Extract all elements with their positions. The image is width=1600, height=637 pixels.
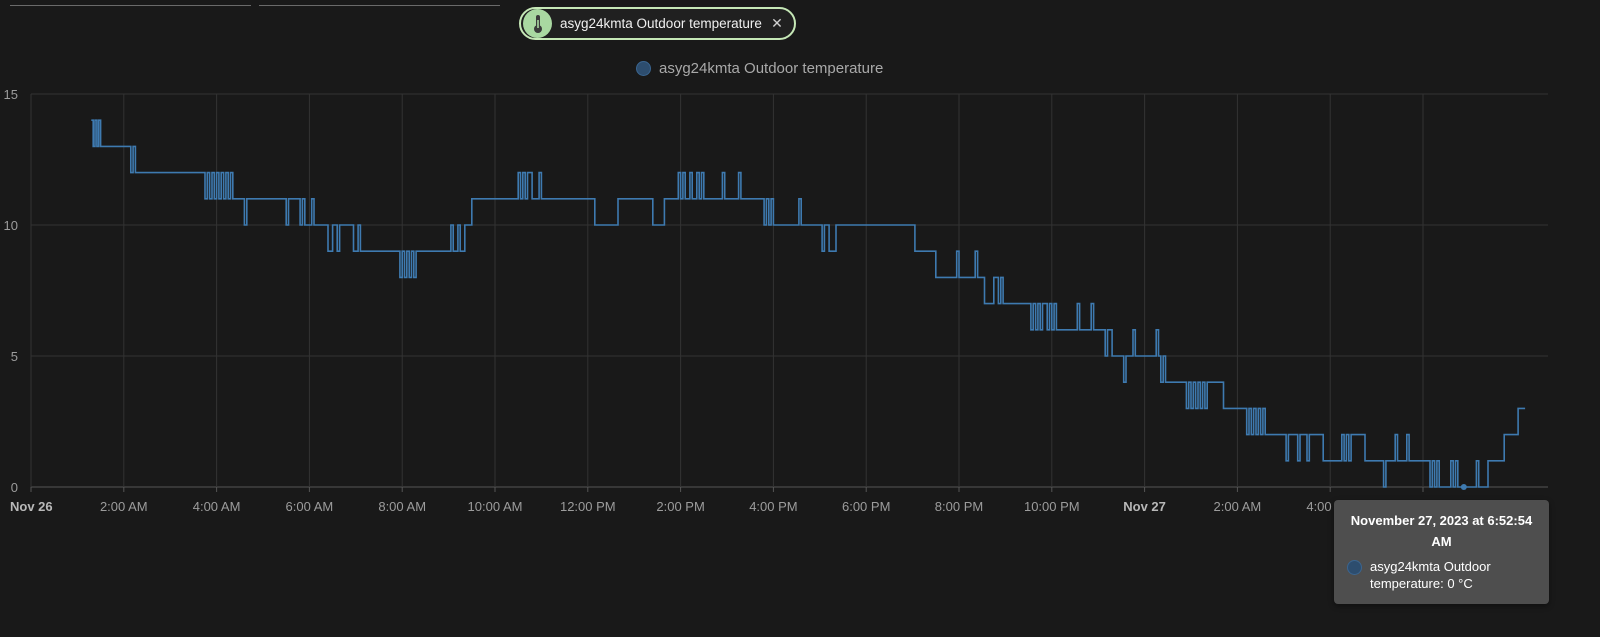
legend-label: asyg24kmta Outdoor temperature: [659, 60, 884, 77]
x-tick-label: 8:00 PM: [935, 499, 983, 514]
series-line[interactable]: [91, 119, 1526, 488]
tooltip-value: asyg24kmta Outdoor temperature: 0 °C: [1370, 559, 1491, 591]
x-tick-label: 4:00 AM: [193, 499, 241, 514]
chart-legend-item[interactable]: asyg24kmta Outdoor temperature: [636, 60, 883, 77]
series-layer: [91, 119, 1526, 490]
x-tick-label: 12:00 PM: [560, 499, 616, 514]
x-tick-label: 2:00 AM: [100, 499, 148, 514]
x-tick-label: 2:00 AM: [1214, 499, 1262, 514]
y-tick-label: 10: [4, 218, 18, 233]
tooltip-title: November 27, 2023 at 6:52:54 AM: [1350, 513, 1533, 549]
x-tick-label: 2:00 PM: [656, 499, 704, 514]
legend-swatch: [636, 61, 651, 76]
x-tick-label: Nov 27: [1123, 499, 1166, 514]
thermometer-icon: [523, 9, 552, 38]
hover-point: [1460, 484, 1467, 490]
y-tick-label: 5: [11, 349, 18, 364]
x-tick-label: 8:00 AM: [378, 499, 426, 514]
x-tick-label: 6:00 PM: [842, 499, 890, 514]
y-tick-label: 15: [4, 87, 18, 102]
start-date-field[interactable]: [10, 0, 251, 6]
tooltip-row: asyg24kmta Outdoor temperature: 0 °C: [1346, 558, 1537, 592]
y-axis: 0 5 10 15: [4, 87, 18, 495]
x-tick-label: 10:00 AM: [468, 499, 523, 514]
entity-filter-chip[interactable]: asyg24kmta Outdoor temperature ✕: [519, 7, 796, 40]
chip-label: asyg24kmta Outdoor temperature: [560, 16, 762, 31]
x-tick-label: 6:00 AM: [286, 499, 334, 514]
chart-grid: [30, 93, 1548, 492]
x-axis: Nov 26 2:00 AM 4:00 AM 6:00 AM 8:00 AM 10:00 …: [10, 499, 1447, 514]
y-tick-label: 0: [11, 480, 18, 495]
tooltip-series-dot: [1347, 560, 1362, 575]
close-icon[interactable]: ✕: [771, 15, 783, 31]
x-tick-label: 4:00 PM: [749, 499, 797, 514]
chart-tooltip: November 27, 2023 at 6:52:54 AM asyg24km…: [1334, 500, 1549, 604]
x-tick-label: 10:00 PM: [1024, 499, 1080, 514]
end-date-field[interactable]: [259, 0, 500, 6]
x-tick-label: Nov 26: [10, 499, 53, 514]
